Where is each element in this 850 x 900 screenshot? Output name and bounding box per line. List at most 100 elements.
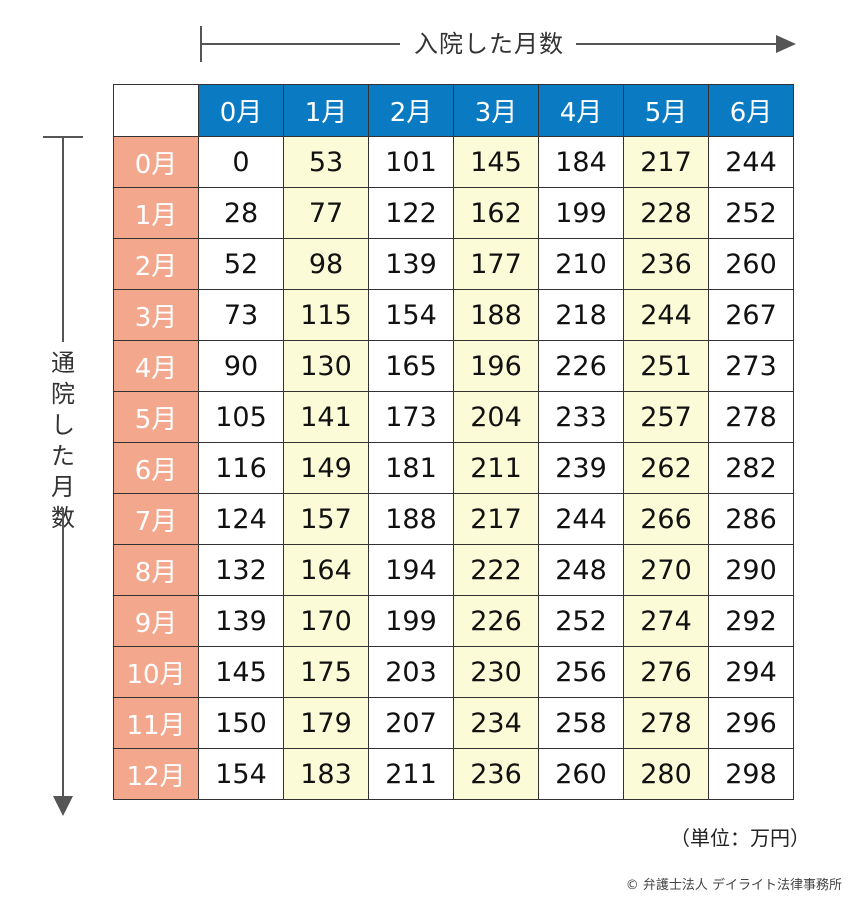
table-cell: 217 (623, 136, 709, 188)
table-cell: 145 (453, 136, 539, 188)
table-row: 3月 73 115 154 188 218 244 267 (113, 289, 794, 341)
table-row: 2月 52 98 139 177 210 236 260 (113, 238, 794, 290)
table-cell: 115 (283, 289, 369, 341)
table-cell: 270 (623, 544, 709, 596)
table-cell: 266 (623, 493, 709, 545)
table-cell: 248 (538, 544, 624, 596)
table-cell: 290 (708, 544, 794, 596)
vertical-axis-char: た (51, 442, 75, 470)
table-cell: 53 (283, 136, 369, 188)
column-header: 5月 (623, 84, 709, 137)
table-cell: 252 (538, 595, 624, 647)
table-cell: 90 (198, 340, 284, 392)
table-cell: 150 (198, 697, 284, 749)
table-cell: 228 (623, 187, 709, 239)
column-header: 6月 (708, 84, 794, 137)
table-cell: 210 (538, 238, 624, 290)
table-cell: 292 (708, 595, 794, 647)
table-cell: 181 (368, 442, 454, 494)
table-row: 8月 132 164 194 222 248 270 290 (113, 544, 794, 596)
table-cell: 222 (453, 544, 539, 596)
table-cell: 257 (623, 391, 709, 443)
table-cell: 260 (708, 238, 794, 290)
axis-line-right (576, 43, 776, 45)
table-cell: 278 (623, 697, 709, 749)
axis-line-top (62, 136, 64, 342)
axis-line-left (200, 43, 400, 45)
copyright-credit: © 弁護士法人 デイライト法律事務所 (625, 878, 842, 893)
down-arrow-icon (53, 796, 73, 816)
table-cell: 139 (198, 595, 284, 647)
table-cell: 194 (368, 544, 454, 596)
vertical-axis: 通 院 し た 月 数 (40, 136, 86, 816)
table-cell: 273 (708, 340, 794, 392)
table-cell: 203 (368, 646, 454, 698)
table-cell: 188 (453, 289, 539, 341)
table-cell: 207 (368, 697, 454, 749)
row-header: 0月 (113, 136, 199, 188)
table-cell: 251 (623, 340, 709, 392)
table-cell: 217 (453, 493, 539, 545)
table-cell: 282 (708, 442, 794, 494)
row-header: 6月 (113, 442, 199, 494)
table-cell: 122 (368, 187, 454, 239)
table-cell: 132 (198, 544, 284, 596)
column-header: 3月 (453, 84, 539, 137)
table-cell: 177 (453, 238, 539, 290)
column-header: 4月 (538, 84, 624, 137)
table-cell: 124 (198, 493, 284, 545)
corner-cell (113, 84, 199, 137)
table-row: 7月 124 157 188 217 244 266 286 (113, 493, 794, 545)
table-cell: 294 (708, 646, 794, 698)
table-cell: 258 (538, 697, 624, 749)
compensation-table: 0月 1月 2月 3月 4月 5月 6月 0月 0 53 101 145 184 217 244 1月 28 7… (113, 84, 794, 800)
table-cell: 218 (538, 289, 624, 341)
row-header: 5月 (113, 391, 199, 443)
column-header: 2月 (368, 84, 454, 137)
column-header: 0月 (198, 84, 284, 137)
table-cell: 226 (538, 340, 624, 392)
unit-note: （単位：万円） (670, 826, 810, 850)
axis-line-bottom (62, 508, 64, 798)
table-cell: 296 (708, 697, 794, 749)
table-cell: 175 (283, 646, 369, 698)
column-header: 1月 (283, 84, 369, 137)
table-cell: 244 (623, 289, 709, 341)
table-row: 1月 28 77 122 162 199 228 252 (113, 187, 794, 239)
vertical-axis-char: 通 (51, 349, 75, 377)
table-cell: 267 (708, 289, 794, 341)
table-cell: 77 (283, 187, 369, 239)
table-cell: 244 (708, 136, 794, 188)
table-cell: 141 (283, 391, 369, 443)
table-cell: 260 (538, 748, 624, 800)
table-cell: 239 (538, 442, 624, 494)
table-cell: 276 (623, 646, 709, 698)
header-row: 0月 1月 2月 3月 4月 5月 6月 (113, 84, 794, 137)
table-cell: 196 (453, 340, 539, 392)
row-header: 8月 (113, 544, 199, 596)
row-header: 4月 (113, 340, 199, 392)
table-cell: 256 (538, 646, 624, 698)
row-header: 12月 (113, 748, 199, 800)
table-cell: 145 (198, 646, 284, 698)
table-cell: 199 (368, 595, 454, 647)
table-cell: 116 (198, 442, 284, 494)
table-cell: 204 (453, 391, 539, 443)
table-cell: 298 (708, 748, 794, 800)
horizontal-axis-label: 入院した月数 (414, 30, 564, 58)
table-cell: 199 (538, 187, 624, 239)
table-cell: 52 (198, 238, 284, 290)
table-cell: 188 (368, 493, 454, 545)
table-cell: 244 (538, 493, 624, 545)
table-cell: 183 (283, 748, 369, 800)
table-cell: 170 (283, 595, 369, 647)
right-arrow-icon (776, 35, 796, 53)
table-cell: 162 (453, 187, 539, 239)
row-header: 1月 (113, 187, 199, 239)
table-cell: 278 (708, 391, 794, 443)
table-cell: 0 (198, 136, 284, 188)
table-cell: 236 (453, 748, 539, 800)
row-header: 2月 (113, 238, 199, 290)
table-cell: 184 (538, 136, 624, 188)
row-header: 3月 (113, 289, 199, 341)
